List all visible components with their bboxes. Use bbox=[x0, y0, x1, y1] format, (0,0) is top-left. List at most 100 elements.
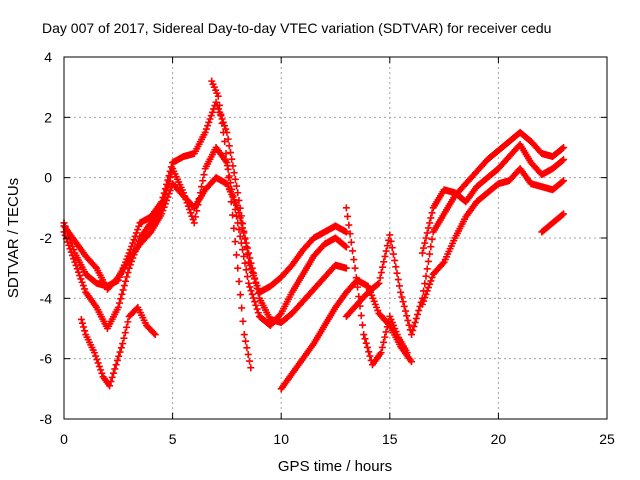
data-point bbox=[350, 256, 358, 264]
data-point bbox=[352, 274, 360, 282]
data-point bbox=[422, 290, 430, 298]
data-point bbox=[239, 246, 247, 254]
data-point bbox=[560, 210, 568, 218]
x-tick-label: 5 bbox=[169, 431, 177, 447]
x-tick-label: 25 bbox=[599, 431, 615, 447]
data-point bbox=[166, 173, 174, 181]
data-point bbox=[231, 175, 239, 183]
y-axis-title: SDTVAR / TECUs bbox=[5, 178, 22, 298]
data-point bbox=[245, 357, 253, 365]
data-point bbox=[420, 244, 428, 252]
data-point bbox=[79, 282, 87, 290]
data-point bbox=[216, 101, 224, 109]
y-tick-label: -6 bbox=[40, 351, 53, 367]
data-point bbox=[423, 229, 431, 237]
data-point bbox=[342, 243, 350, 251]
data-point bbox=[124, 269, 132, 277]
series-track-3 bbox=[60, 174, 350, 326]
data-point bbox=[242, 266, 250, 274]
data-point bbox=[214, 92, 222, 100]
data-point bbox=[217, 110, 225, 118]
data-point bbox=[248, 290, 256, 298]
data-point bbox=[246, 254, 254, 262]
data-point bbox=[428, 274, 436, 282]
data-point bbox=[237, 219, 245, 227]
y-tick-label: 4 bbox=[44, 49, 52, 65]
data-point bbox=[243, 273, 251, 281]
data-point bbox=[164, 193, 172, 201]
data-point bbox=[91, 263, 99, 271]
x-tick-label: 15 bbox=[382, 431, 398, 447]
data-point bbox=[382, 328, 390, 336]
data-point bbox=[240, 229, 248, 237]
y-tick-label: -2 bbox=[40, 230, 53, 246]
data-point bbox=[240, 252, 248, 260]
data-point bbox=[381, 333, 389, 341]
data-point bbox=[222, 150, 230, 158]
data-point bbox=[66, 245, 74, 253]
data-point bbox=[204, 122, 212, 130]
data-point bbox=[399, 298, 407, 306]
data-point bbox=[241, 259, 249, 267]
data-point bbox=[236, 214, 244, 222]
data-point bbox=[235, 226, 243, 234]
data-point bbox=[245, 249, 253, 257]
data-point bbox=[344, 212, 352, 220]
data-point bbox=[418, 249, 426, 257]
data-points bbox=[60, 77, 568, 393]
data-point bbox=[190, 219, 198, 227]
data-point bbox=[234, 264, 242, 272]
data-point bbox=[227, 198, 235, 206]
data-point bbox=[365, 348, 373, 356]
series-track-10 bbox=[418, 165, 568, 308]
data-point bbox=[219, 128, 227, 136]
series-track-11 bbox=[538, 210, 568, 236]
data-point bbox=[426, 219, 434, 227]
data-point bbox=[132, 229, 140, 237]
y-tick-label: -8 bbox=[40, 411, 53, 427]
data-point bbox=[165, 190, 173, 198]
data-point bbox=[70, 255, 78, 263]
data-point bbox=[97, 366, 105, 374]
data-point bbox=[243, 250, 251, 258]
data-point bbox=[229, 211, 237, 219]
data-point bbox=[72, 261, 80, 269]
data-point bbox=[107, 378, 115, 386]
data-point bbox=[116, 299, 124, 307]
tick-labels: 0 5 10 15 20 25 -8 -6 -4 -2 0 2 4 bbox=[40, 49, 615, 447]
data-point bbox=[422, 272, 430, 280]
data-point bbox=[130, 236, 138, 244]
data-point bbox=[405, 321, 413, 329]
data-point bbox=[163, 196, 171, 204]
data-point bbox=[276, 311, 284, 319]
data-point bbox=[376, 274, 384, 282]
data-point bbox=[120, 282, 128, 290]
data-point bbox=[242, 239, 250, 247]
data-point bbox=[199, 177, 207, 185]
data-point bbox=[247, 364, 255, 372]
series-track-5 bbox=[208, 77, 255, 372]
data-point bbox=[251, 274, 259, 282]
data-point bbox=[135, 222, 143, 230]
x-tick-label: 0 bbox=[60, 431, 68, 447]
data-point bbox=[243, 344, 251, 352]
data-point bbox=[248, 264, 256, 272]
data-point bbox=[239, 224, 247, 232]
data-point bbox=[206, 115, 214, 123]
series-track-4 bbox=[77, 303, 159, 390]
data-point bbox=[164, 182, 172, 190]
data-point bbox=[234, 204, 242, 212]
data-point bbox=[115, 352, 123, 360]
data-point bbox=[403, 312, 411, 320]
data-point bbox=[249, 269, 257, 277]
data-point bbox=[391, 256, 399, 264]
data-point bbox=[412, 314, 420, 322]
data-point bbox=[393, 269, 401, 277]
data-point bbox=[111, 365, 119, 373]
data-point bbox=[341, 242, 349, 250]
data-point bbox=[427, 243, 435, 251]
data-point bbox=[230, 169, 238, 177]
data-point bbox=[78, 319, 86, 327]
data-point bbox=[254, 309, 262, 317]
data-point bbox=[347, 238, 355, 246]
